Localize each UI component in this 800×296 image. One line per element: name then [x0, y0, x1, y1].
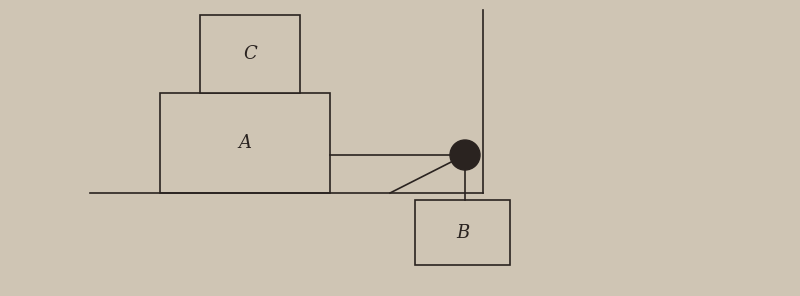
Text: A: A	[238, 134, 251, 152]
Circle shape	[450, 140, 480, 170]
Text: C: C	[243, 45, 257, 63]
Bar	[160, 93, 330, 193]
Bar	[200, 15, 300, 93]
Bar	[415, 200, 510, 265]
Text: B: B	[456, 223, 469, 242]
